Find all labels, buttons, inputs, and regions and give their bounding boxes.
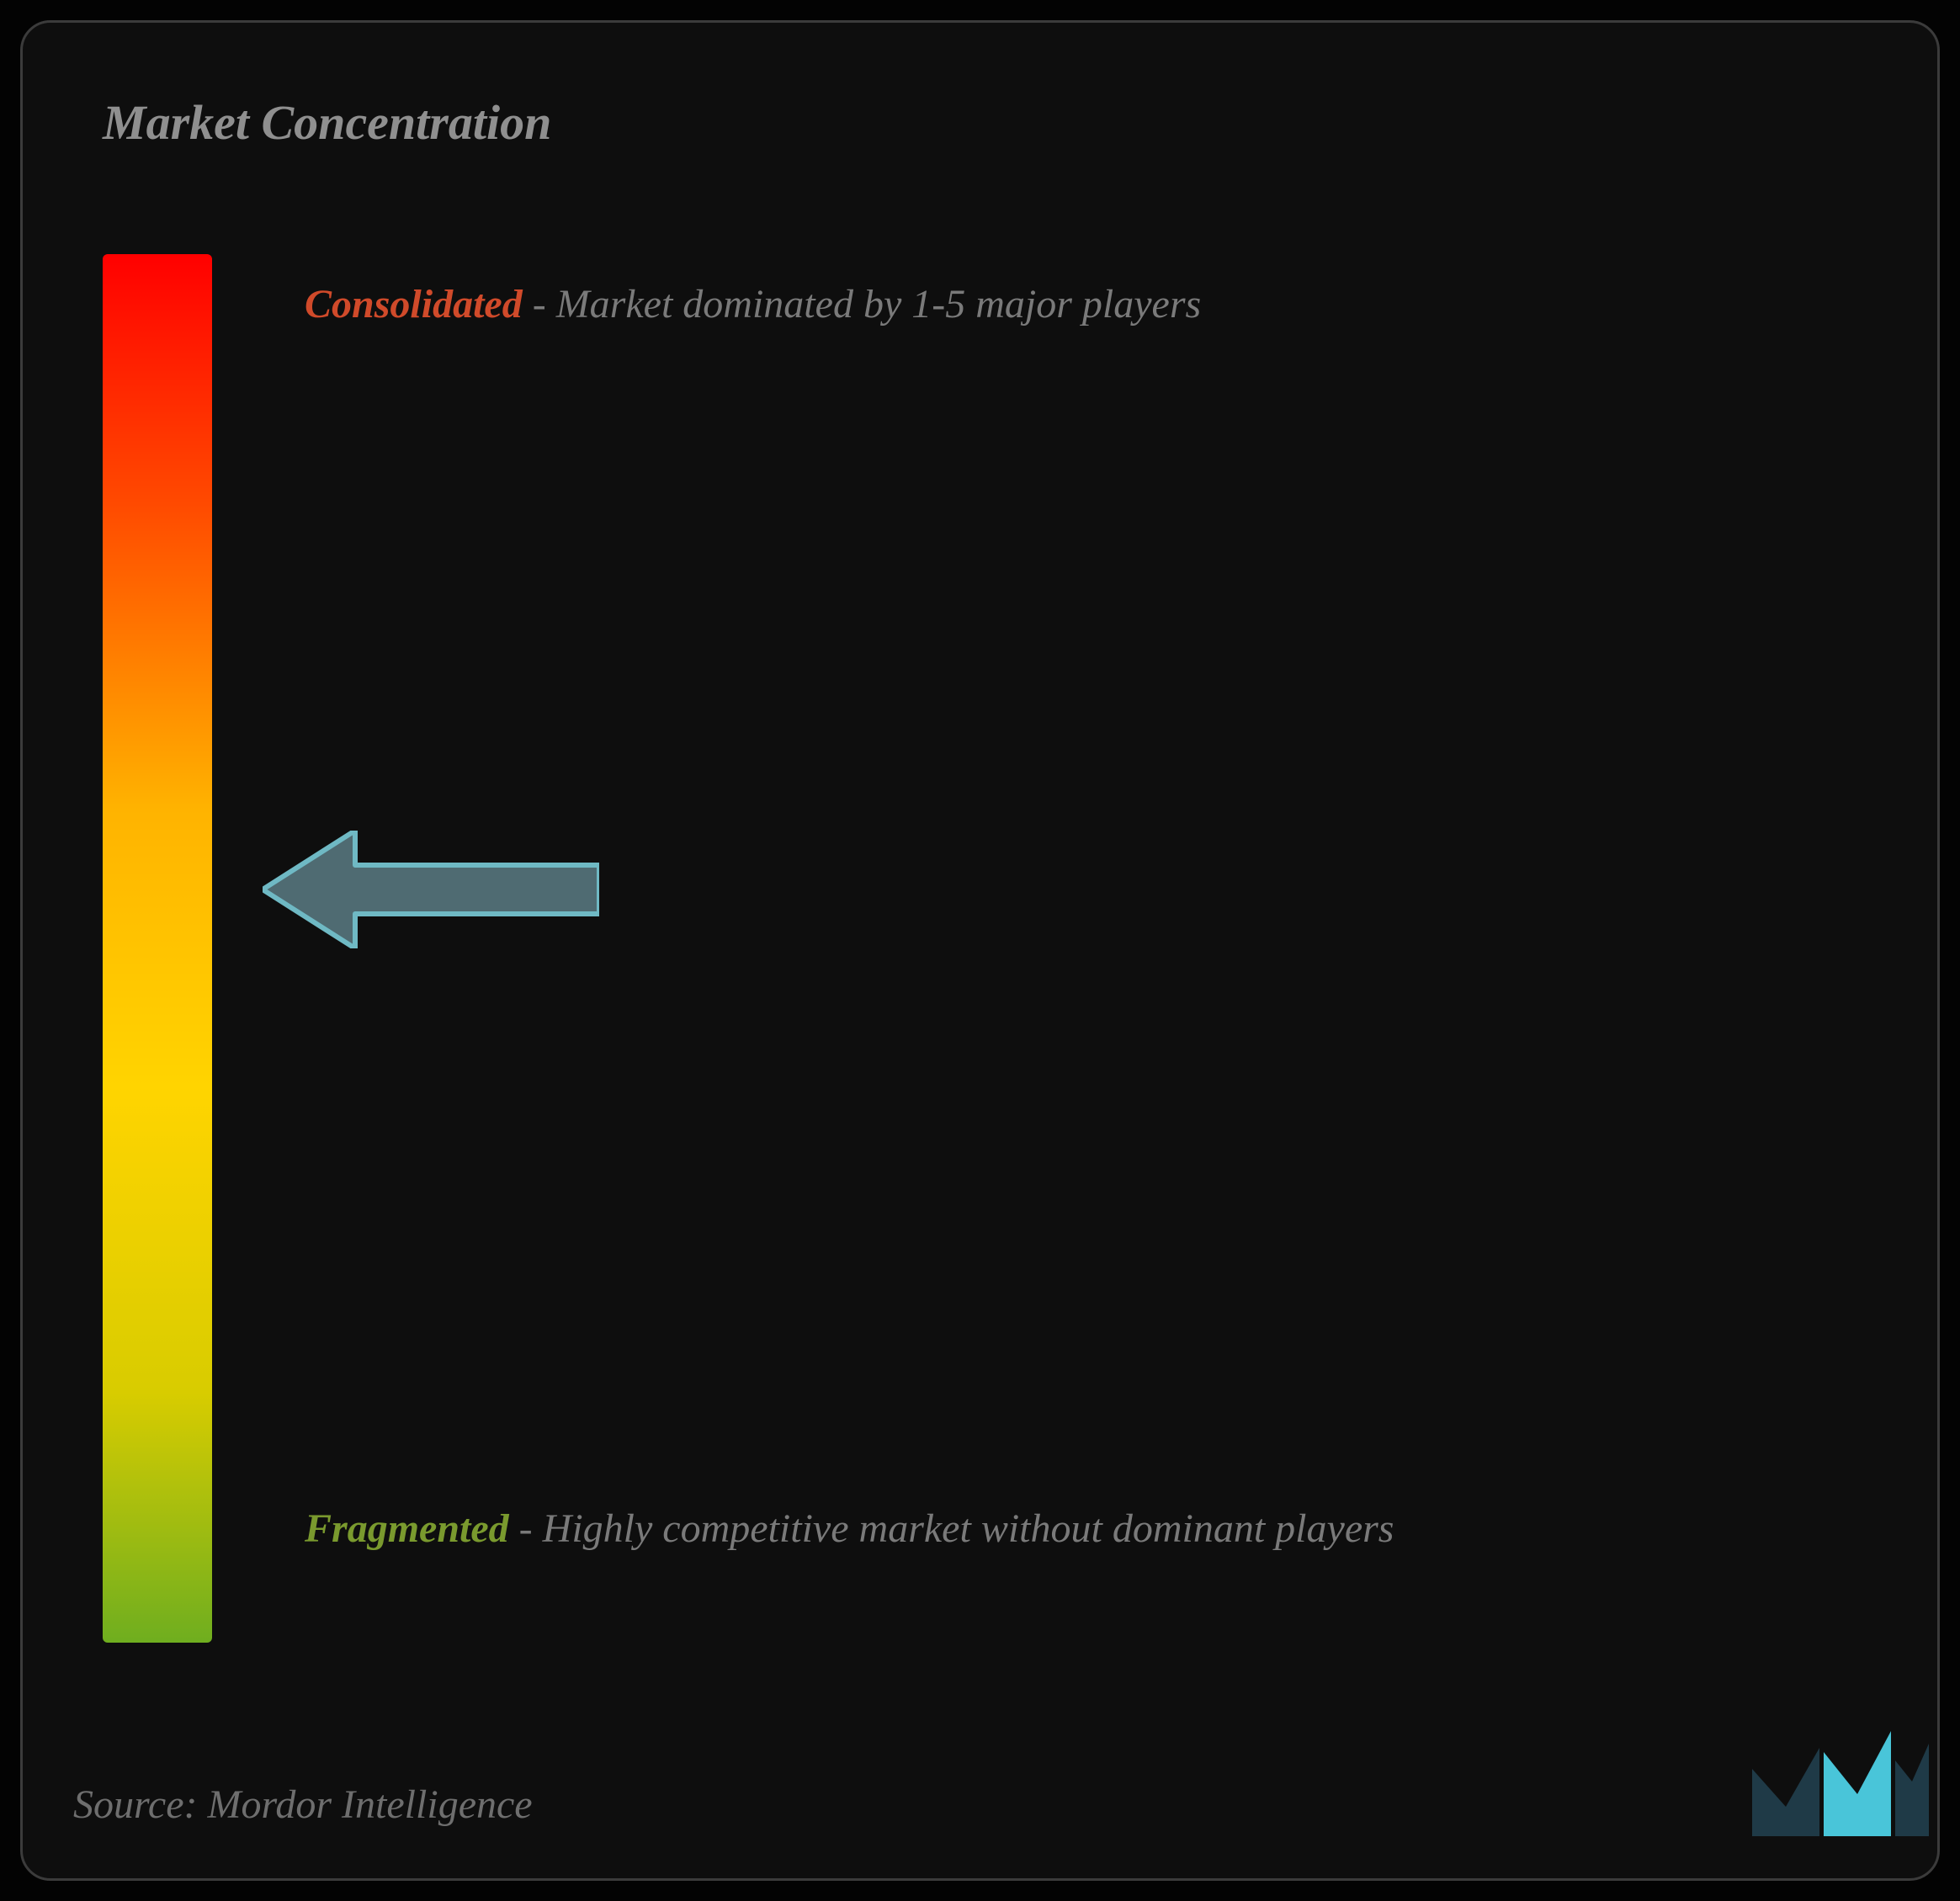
consolidated-description: - Market dominated by 1-5 major players	[533, 275, 1202, 334]
position-arrow-icon	[263, 831, 599, 948]
concentration-gradient-bar	[103, 254, 212, 1643]
chart-title: Market Concentration	[103, 94, 551, 151]
source-attribution: Source: Mordor Intelligence	[73, 1782, 533, 1828]
fragmented-description: - Highly competitive market without domi…	[519, 1500, 1394, 1559]
fragmented-key: Fragmented	[305, 1500, 509, 1559]
infographic-frame: Market Concentration Consolidated - Mark…	[0, 0, 1960, 1901]
mordor-logo-icon	[1752, 1723, 1929, 1836]
infographic-card: Market Concentration Consolidated - Mark…	[20, 20, 1940, 1881]
consolidated-key: Consolidated	[305, 275, 523, 334]
fragmented-label-row: Fragmented - Highly competitive market w…	[305, 1500, 1735, 1559]
consolidated-label-row: Consolidated - Market dominated by 1-5 m…	[305, 275, 1735, 334]
